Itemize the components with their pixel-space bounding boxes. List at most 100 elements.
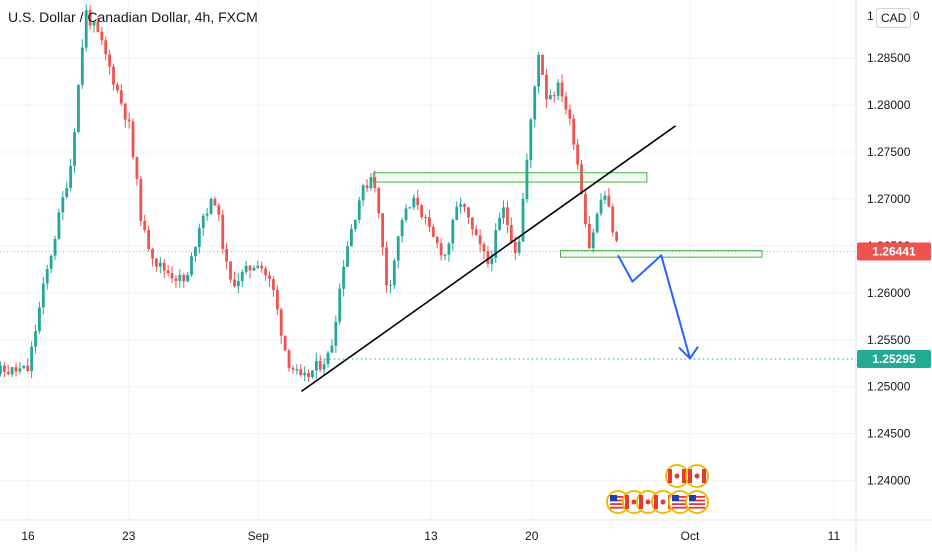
candle-up xyxy=(236,281,240,287)
candle-up xyxy=(194,246,197,257)
y-tick-label: 1.28500 xyxy=(867,51,911,65)
candle-up xyxy=(591,232,595,249)
candle-down xyxy=(116,84,119,91)
candle-up xyxy=(84,10,88,48)
candle-down xyxy=(233,279,236,287)
flag-band xyxy=(688,469,692,483)
candle-down xyxy=(318,360,322,370)
candle-down xyxy=(424,217,427,219)
candle-up xyxy=(400,220,404,237)
y-tick-label: 1.24500 xyxy=(867,427,911,441)
x-tick-label: Sep xyxy=(248,529,270,543)
candle-down xyxy=(275,290,279,310)
candle-down xyxy=(135,157,139,179)
flag-stripe xyxy=(610,499,626,502)
candle-down xyxy=(307,372,310,377)
candle-down xyxy=(108,54,112,67)
candle-down xyxy=(552,95,556,97)
y-tick-label: 1.27000 xyxy=(867,192,911,206)
flag-canton xyxy=(672,495,679,501)
flag-band xyxy=(668,469,672,483)
maple-leaf xyxy=(660,499,666,505)
flag-band xyxy=(702,469,706,483)
candle-up xyxy=(92,21,96,26)
candle-down xyxy=(162,262,166,271)
candle-down xyxy=(88,10,92,26)
chart-title: U.S. Dollar / Canadian Dollar, 4h, FXCM xyxy=(8,9,258,25)
y-tick-label: 1.25500 xyxy=(867,333,911,347)
resistance-zone xyxy=(372,172,648,183)
flag-stripe xyxy=(689,506,705,509)
candle-up xyxy=(38,307,41,332)
flag-stripe xyxy=(672,496,688,498)
x-tick-label: 16 xyxy=(21,529,35,543)
candle-down xyxy=(268,275,271,280)
candle-down xyxy=(6,371,10,375)
flag-stripe xyxy=(610,496,626,498)
candle-down xyxy=(225,248,229,262)
candle-up xyxy=(311,370,314,377)
currency-label: CAD xyxy=(881,11,907,25)
candle-up xyxy=(455,206,459,221)
candle-up xyxy=(77,84,80,133)
candle-down xyxy=(279,309,283,336)
candle-up xyxy=(303,372,307,376)
candle-down xyxy=(291,367,295,370)
candle-up xyxy=(186,274,190,282)
maple-leaf xyxy=(694,473,700,479)
usa-flag-icon xyxy=(685,490,709,514)
candle-down xyxy=(416,197,420,206)
candle-up xyxy=(389,285,392,287)
candle-up xyxy=(178,274,182,281)
canada-flag-icon xyxy=(685,464,709,488)
currency-badge[interactable]: CAD xyxy=(876,8,912,28)
candle-down xyxy=(611,206,615,233)
candle-down xyxy=(100,31,104,41)
candle-down xyxy=(166,270,170,274)
candle-down xyxy=(272,279,275,291)
candle-down xyxy=(607,195,611,207)
candle-up xyxy=(80,47,84,85)
candle-up xyxy=(252,267,256,271)
trendline xyxy=(300,125,677,393)
candle-down xyxy=(377,188,381,214)
candle-down xyxy=(112,66,115,85)
candle-up xyxy=(256,265,260,268)
candle-up xyxy=(517,241,521,253)
candle-up xyxy=(342,266,346,289)
y-tick-label: 1.25000 xyxy=(867,380,911,394)
flag-stripe xyxy=(689,496,705,498)
candle-down xyxy=(587,224,591,249)
x-tick-label: 23 xyxy=(122,529,136,543)
candle-down xyxy=(365,185,369,189)
y-tick-label: 1.27500 xyxy=(867,145,911,159)
candle-down xyxy=(580,164,583,195)
candle-up xyxy=(41,283,45,308)
candle-up xyxy=(338,288,342,322)
candle-up xyxy=(322,364,326,370)
candle-up xyxy=(447,243,451,255)
candle-up xyxy=(357,200,361,220)
candle-down xyxy=(373,177,377,189)
maple-leaf xyxy=(631,499,637,505)
maple-leaf xyxy=(674,473,680,479)
candle-down xyxy=(541,54,544,75)
candle-down xyxy=(14,367,18,372)
candle-up xyxy=(502,207,505,218)
candle-up xyxy=(533,86,537,120)
candle-down xyxy=(155,258,158,267)
candle-up xyxy=(53,238,57,256)
candle-up xyxy=(353,219,357,229)
candle-down xyxy=(467,207,470,218)
candle-up xyxy=(494,230,498,258)
flag-stripe xyxy=(672,499,688,502)
candle-up xyxy=(45,268,49,284)
candle-up xyxy=(69,165,73,188)
candle-down xyxy=(96,21,100,32)
candle-up xyxy=(525,160,529,199)
candle-up xyxy=(201,215,205,229)
canada-flag-icon xyxy=(665,464,689,488)
candle-up xyxy=(392,260,396,286)
